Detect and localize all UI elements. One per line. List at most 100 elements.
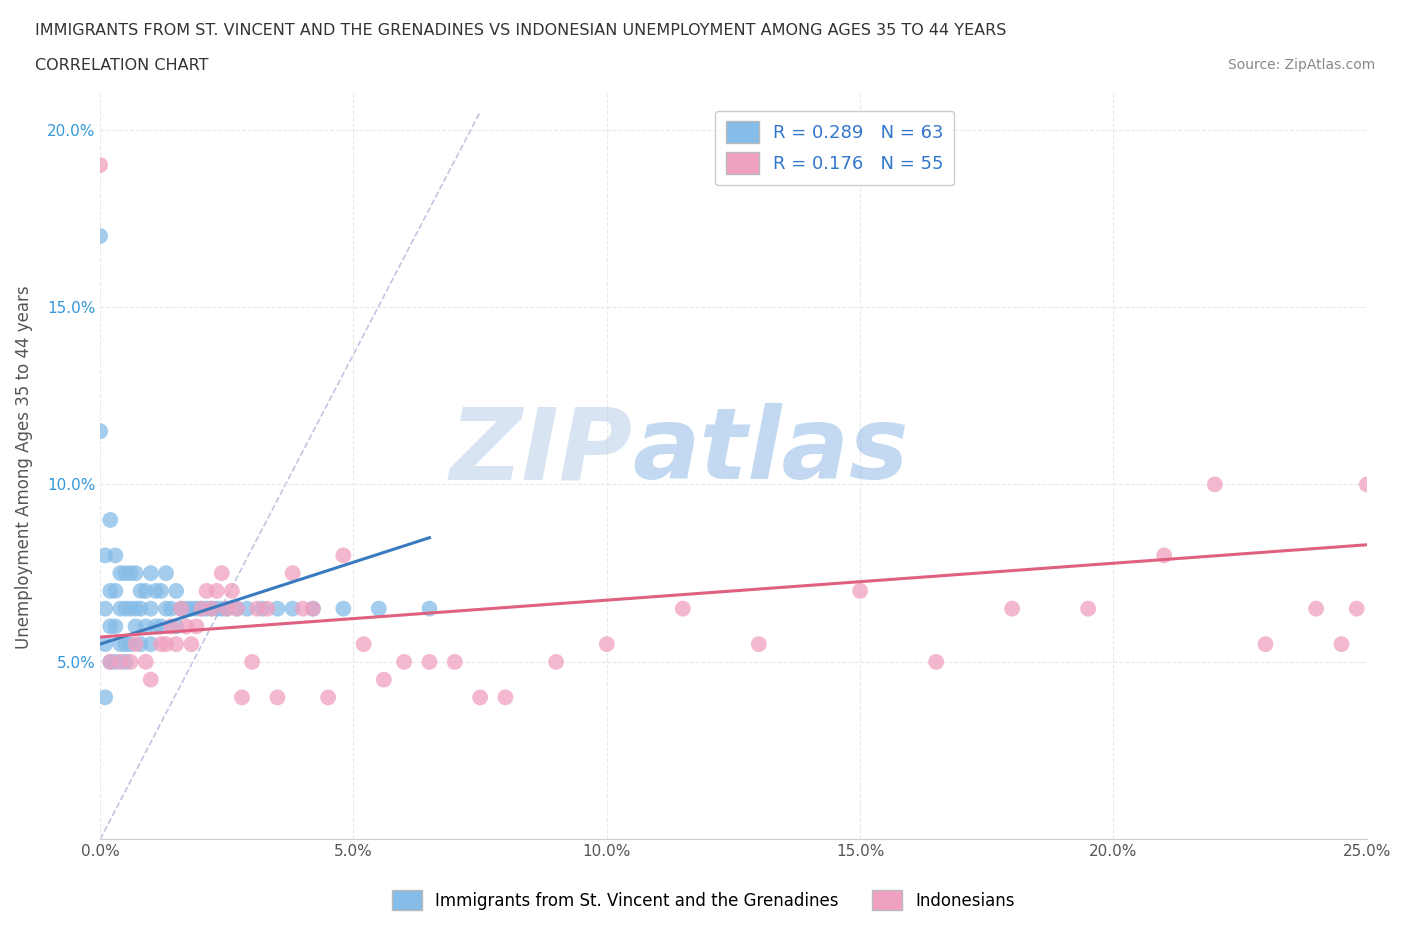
Point	[418, 655, 440, 670]
Point	[104, 583, 127, 598]
Point	[120, 565, 142, 580]
Point	[110, 655, 132, 670]
Point	[170, 601, 193, 616]
Point	[849, 583, 872, 598]
Point	[124, 601, 146, 616]
Point	[124, 637, 146, 652]
Point	[94, 601, 117, 616]
Y-axis label: Unemployment Among Ages 35 to 44 years: Unemployment Among Ages 35 to 44 years	[15, 285, 32, 648]
Point	[149, 619, 172, 634]
Point	[195, 601, 218, 616]
Point	[236, 601, 259, 616]
Point	[215, 601, 238, 616]
Point	[94, 690, 117, 705]
Point	[129, 583, 152, 598]
Point	[149, 637, 172, 652]
Point	[160, 619, 183, 634]
Point	[98, 583, 121, 598]
Point	[145, 583, 167, 598]
Point	[94, 637, 117, 652]
Legend: Immigrants from St. Vincent and the Grenadines, Indonesians: Immigrants from St. Vincent and the Gren…	[385, 884, 1021, 917]
Point	[1077, 601, 1099, 616]
Point	[145, 619, 167, 634]
Point	[120, 637, 142, 652]
Point	[180, 601, 202, 616]
Point	[367, 601, 389, 616]
Point	[211, 565, 233, 580]
Point	[468, 690, 491, 705]
Point	[98, 512, 121, 527]
Point	[1305, 601, 1327, 616]
Point	[165, 619, 187, 634]
Point	[89, 424, 111, 439]
Point	[129, 601, 152, 616]
Point	[114, 565, 136, 580]
Point	[332, 548, 354, 563]
Point	[226, 601, 249, 616]
Point	[392, 655, 415, 670]
Point	[139, 672, 162, 687]
Text: ZIP: ZIP	[449, 404, 633, 500]
Point	[281, 565, 304, 580]
Point	[200, 601, 222, 616]
Point	[495, 690, 517, 705]
Point	[180, 637, 202, 652]
Point	[160, 601, 183, 616]
Point	[1355, 477, 1378, 492]
Point	[110, 565, 132, 580]
Point	[110, 637, 132, 652]
Point	[281, 601, 304, 616]
Point	[89, 229, 111, 244]
Point	[89, 157, 111, 172]
Point	[139, 637, 162, 652]
Point	[135, 583, 157, 598]
Point	[155, 637, 177, 652]
Point	[231, 690, 253, 705]
Point	[748, 637, 770, 652]
Point	[418, 601, 440, 616]
Point	[190, 601, 212, 616]
Point	[104, 655, 127, 670]
Point	[120, 601, 142, 616]
Point	[1346, 601, 1368, 616]
Point	[94, 548, 117, 563]
Point	[129, 637, 152, 652]
Point	[114, 601, 136, 616]
Point	[195, 583, 218, 598]
Point	[291, 601, 314, 616]
Point	[316, 690, 339, 705]
Point	[266, 601, 288, 616]
Point	[1204, 477, 1226, 492]
Point	[205, 583, 228, 598]
Point	[1254, 637, 1277, 652]
Point	[925, 655, 948, 670]
Point	[252, 601, 274, 616]
Point	[124, 565, 146, 580]
Point	[135, 655, 157, 670]
Point	[1001, 601, 1024, 616]
Point	[443, 655, 465, 670]
Point	[114, 655, 136, 670]
Point	[1153, 548, 1175, 563]
Point	[1330, 637, 1353, 652]
Point	[256, 601, 278, 616]
Point	[211, 601, 233, 616]
Point	[240, 655, 263, 670]
Text: Source: ZipAtlas.com: Source: ZipAtlas.com	[1227, 58, 1375, 72]
Point	[135, 619, 157, 634]
Text: CORRELATION CHART: CORRELATION CHART	[35, 58, 208, 73]
Point	[226, 601, 249, 616]
Point	[170, 601, 193, 616]
Point	[221, 583, 243, 598]
Point	[104, 619, 127, 634]
Text: IMMIGRANTS FROM ST. VINCENT AND THE GRENADINES VS INDONESIAN UNEMPLOYMENT AMONG : IMMIGRANTS FROM ST. VINCENT AND THE GREN…	[35, 23, 1007, 38]
Legend: R = 0.289   N = 63, R = 0.176   N = 55: R = 0.289 N = 63, R = 0.176 N = 55	[716, 111, 955, 185]
Point	[546, 655, 568, 670]
Point	[302, 601, 325, 616]
Point	[155, 601, 177, 616]
Point	[139, 565, 162, 580]
Point	[165, 637, 187, 652]
Point	[672, 601, 695, 616]
Point	[98, 655, 121, 670]
Point	[266, 690, 288, 705]
